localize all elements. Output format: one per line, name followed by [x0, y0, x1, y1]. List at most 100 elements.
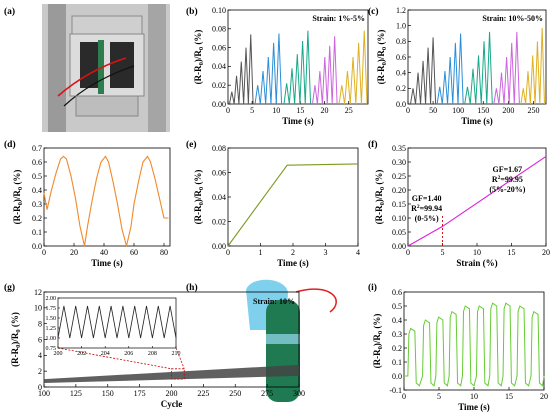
- panel-label-g: (g): [4, 282, 15, 293]
- strain-annotation: Strain: 1%-5%: [312, 14, 365, 23]
- x-tick-label: 0: [406, 106, 410, 115]
- inset-frame: [57, 297, 177, 349]
- x-tick-label: 3: [324, 248, 328, 257]
- zoom-box: [171, 368, 185, 380]
- x-tick-label: 5: [437, 392, 441, 401]
- strain-annotation: Strain: 10%: [253, 297, 295, 306]
- panel-label-d: (d): [4, 139, 16, 150]
- y-tick-label: 0.00: [392, 242, 406, 251]
- red-wire: [57, 57, 127, 97]
- x-tick-label: 5: [250, 106, 254, 115]
- chart-c: 0 50 100 150 200 250 0.0 0.2 0.4 0.6 0.8 1.0 1.2 Time…: [376, 6, 547, 126]
- y-tick-label: 12: [34, 288, 42, 297]
- y-tick-label: 0.1: [392, 358, 402, 367]
- y-tick-label: 0.6: [392, 288, 402, 297]
- series-violet: [493, 31, 520, 105]
- chart-b: 0 5 10 15 20 25 0.00 0.02 0.04 0.06 0.08 0.10 Time (…: [193, 6, 369, 126]
- chart-i: 0 5 10 15 20 -0.1 0.0 0.1 0.2 0.3 0.4 0.5 0.6 Time (s…: [372, 288, 548, 412]
- panel-label-e: (e): [186, 139, 197, 150]
- x-tick-label: 15: [296, 106, 304, 115]
- x-axis-label: Time (s): [277, 258, 309, 268]
- y-tick-label: 0.08: [212, 144, 226, 153]
- y-tick-label: 0.5: [32, 172, 42, 181]
- inset-x-tick-label: 200: [54, 351, 63, 357]
- x-tick-label: 10: [473, 248, 481, 257]
- x-tick-label: 4: [356, 248, 360, 257]
- y-tick-label: 0.6: [32, 158, 42, 167]
- plot-frame: [43, 147, 171, 247]
- x-tick-label: 300: [293, 389, 305, 398]
- y-tick-label: 0.0: [32, 242, 42, 251]
- lower-grip: [75, 95, 139, 117]
- x-tick-label: 25: [345, 106, 353, 115]
- chart-e: 0 1 2 3 4 0.00 0.02 0.04 0.06 0.08 Time (s) (R-R0)/…: [193, 144, 360, 268]
- y-tick-label: 0.02: [212, 217, 226, 226]
- y-tick-label: 0.2: [32, 214, 42, 223]
- x-tick-label: 20: [321, 106, 329, 115]
- y-axis-label: (R-R0)/R0 (%): [193, 170, 205, 225]
- x-tick-label: 10: [470, 392, 478, 401]
- series-violet: [311, 36, 338, 105]
- y-axis-label: (R-R0)/R0 (%): [374, 170, 386, 225]
- y-tick-label: 0: [38, 383, 42, 392]
- y-tick-label: 0.10: [212, 6, 226, 15]
- y-tick-label: 8: [38, 319, 42, 328]
- x-tick-label: 150: [477, 106, 489, 115]
- x-tick-label: 200: [502, 106, 514, 115]
- plot-frame: [227, 9, 369, 105]
- x-axis-label: Strain (%): [456, 258, 497, 268]
- x-axis-label: Time (s): [91, 258, 123, 268]
- x-tick-label: 80: [160, 248, 168, 257]
- y-tick-label: 0.00: [212, 100, 226, 109]
- panel-label-a: (a): [4, 6, 15, 17]
- x-tick-label: 15: [508, 248, 516, 257]
- y-tick-label: 1.0: [396, 21, 406, 30]
- x-tick-label: 100: [452, 106, 464, 115]
- series-line: [227, 163, 359, 247]
- cycle-band: [44, 364, 299, 384]
- series-line: [43, 155, 169, 247]
- y-tick-label: 0.3: [32, 200, 42, 209]
- y-tick-label: 0.4: [392, 316, 402, 325]
- y-tick-label: 0.04: [212, 62, 226, 71]
- series-green: [464, 31, 493, 105]
- inset-x-tick-label: 210: [172, 351, 181, 357]
- x-tick-label: 200: [166, 389, 178, 398]
- x-tick-label: 250: [229, 389, 241, 398]
- x-axis-label: Time (s): [461, 116, 493, 126]
- y-tick-label: 4: [38, 351, 42, 360]
- gf-annotation: GF=1.40 R2=99.94 (0-5%): [411, 194, 442, 223]
- x-axis-label: Cycle: [161, 399, 183, 409]
- plot-frame: [403, 291, 545, 391]
- y-tick-label: 6: [38, 335, 42, 344]
- y-tick-label: 0.6: [396, 53, 406, 62]
- series-gray: [228, 34, 254, 105]
- inset-y-tick-label: 1.75: [46, 306, 57, 312]
- panel-label-b: (b): [186, 6, 198, 17]
- x-tick-label: 250: [527, 106, 539, 115]
- zoom-connector: [175, 347, 185, 369]
- machine-column: [148, 4, 166, 132]
- y-tick-label: 0.04: [212, 193, 226, 202]
- inset-y-tick-label: 1.00: [46, 336, 57, 342]
- series-line: [407, 155, 547, 247]
- inset-y-tick-label: 1.50: [46, 316, 57, 322]
- series-blue: [254, 33, 283, 105]
- x-tick-label: 275: [261, 389, 273, 398]
- x-tick-label: 0: [226, 248, 230, 257]
- red-wire: [295, 288, 337, 313]
- tape-band: [266, 334, 300, 344]
- y-tick-label: 0.15: [392, 200, 406, 209]
- x-tick-label: 0: [402, 392, 406, 401]
- panel-label-h: (h): [186, 282, 198, 293]
- y-tick-label: 0.1: [32, 228, 42, 237]
- x-tick-label: 225: [197, 389, 209, 398]
- inset-x-tick-label: 204: [101, 351, 110, 357]
- y-tick-label: 10: [34, 304, 42, 313]
- x-tick-label: 20: [542, 248, 550, 257]
- y-tick-label: 0.4: [32, 186, 42, 195]
- x-axis-label: Time (s): [458, 402, 490, 412]
- y-tick-label: 0.0: [396, 100, 406, 109]
- y-tick-label: 0.8: [396, 37, 406, 46]
